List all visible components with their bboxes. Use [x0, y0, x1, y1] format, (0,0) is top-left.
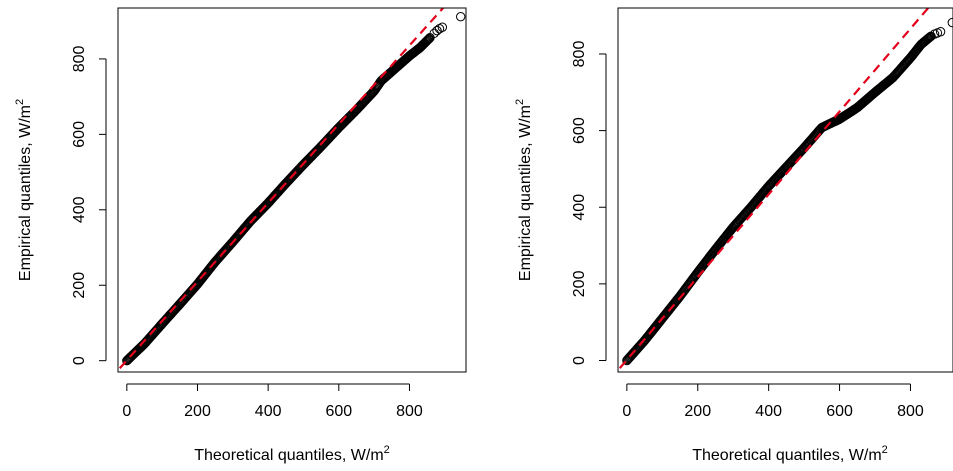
data-point [422, 36, 432, 46]
y-tick-label: 600 [571, 117, 588, 144]
data-point [424, 33, 434, 44]
data-points [122, 33, 435, 366]
data-point [935, 27, 946, 37]
x-tick-label: 200 [184, 403, 211, 420]
data-point [923, 34, 933, 44]
data-point [423, 34, 434, 44]
y-tick-label: 800 [71, 45, 88, 72]
data-point [924, 32, 935, 43]
x-tick-label: 800 [897, 403, 924, 420]
x-tick-label: 600 [826, 403, 853, 420]
plot-frame [617, 7, 953, 373]
x-tick-label: 800 [396, 403, 423, 420]
data-point [422, 35, 433, 45]
x-tick-label: 200 [684, 403, 711, 420]
x-tick-label: 400 [755, 403, 782, 420]
qq-plot-right: 0 200 400 600 800 0 200 400 600 800 Theoretical qu… [514, 7, 953, 464]
x-tick-label: 0 [622, 403, 631, 420]
y-tick-label: 0 [571, 356, 588, 365]
x-axis-label: Theoretical quantiles, W/m2 [692, 444, 888, 464]
data-point [434, 24, 445, 34]
data-point [432, 25, 442, 36]
reference-line [118, 8, 445, 369]
qq-plot-left: 0 200 400 600 800 0 200 400 600 800 Theoretical qu… [14, 7, 467, 464]
y-axis: 0 200 400 600 800 [571, 41, 607, 365]
x-axis: 0 200 400 600 800 [622, 383, 924, 420]
y-tick-label: 200 [71, 272, 88, 299]
y-axis: 0 200 400 600 800 [71, 45, 107, 365]
data-point [437, 22, 448, 32]
x-tick-label: 0 [122, 403, 131, 420]
x-tick-label: 600 [325, 403, 352, 420]
y-tick-label: 600 [71, 121, 88, 148]
x-axis: 0 200 400 600 800 [122, 383, 423, 420]
reference-line [618, 8, 930, 369]
y-tick-label: 0 [71, 356, 88, 365]
plot-frame [117, 7, 467, 373]
y-tick-label: 800 [571, 41, 588, 68]
data-point [947, 17, 953, 28]
x-axis-label: Theoretical quantiles, W/m2 [194, 444, 390, 464]
y-tick-label: 400 [571, 194, 588, 221]
y-axis-label: Empirical quantiles, W/m2 [14, 99, 34, 281]
x-tick-label: 400 [255, 403, 282, 420]
data-point [456, 11, 466, 22]
data-points [622, 31, 936, 366]
y-tick-label: 400 [71, 196, 88, 223]
y-axis-label: Empirical quantiles, W/m2 [514, 99, 534, 281]
y-tick-label: 200 [571, 270, 588, 297]
